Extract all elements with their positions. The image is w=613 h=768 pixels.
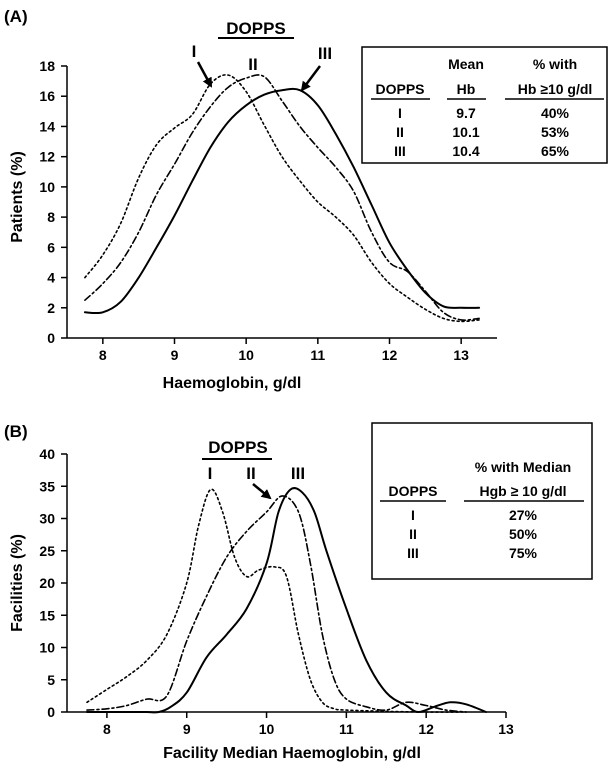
panel-a-series-3-line [83, 87, 481, 315]
panel-b-y-tick-label: 20 [39, 575, 55, 591]
panel-b: (B) DOPPS 8 9 10 11 12 13 0 5 10 15 20 25 30 35 40 I I… [4, 422, 593, 762]
panel-a-series-layer [83, 74, 481, 323]
panel-b-y-tick-label: 5 [47, 672, 55, 688]
panel-a-plot: 8 9 10 11 12 13 0 2 4 6 8 10 12 14 16 18 [39, 58, 497, 363]
panel-b-series-label-2: II [246, 464, 255, 483]
panel-a-table-cell: 9.7 [456, 105, 476, 121]
panel-a-y-tick-label: 10 [39, 179, 55, 195]
panel-a-x-tick-label: 8 [99, 347, 107, 363]
panel-b-x-axis-label: Facility Median Haemoglobin, g/dl [163, 745, 421, 762]
panel-a-table: Mean % with DOPPS Hb Hb ≥10 g/dl I 9.7 4… [361, 46, 608, 164]
panel-a-table-head-1: DOPPS [375, 81, 424, 97]
panel-a-x-axis-label: Haemoglobin, g/dl [163, 375, 302, 392]
panel-a-table-head-2: Hb [457, 81, 476, 97]
panel-a-title: DOPPS [226, 19, 286, 38]
panel-a-table-head-3: Hb ≥10 g/dl [518, 81, 593, 97]
panel-a-y-tick-label: 18 [39, 58, 55, 74]
panel-b-x-tick-label: 8 [103, 721, 111, 737]
panel-b-series-label-3: III [291, 464, 305, 483]
panel-b-x-tick-label: 13 [498, 721, 514, 737]
panel-a-y-tick-label: 8 [47, 209, 55, 225]
panel-a-label: (A) [4, 7, 28, 26]
panel-b-table: % with Median DOPPS Hgb ≥ 10 g/dl I 27% … [371, 422, 593, 580]
panel-b-table-cell: 75% [509, 545, 538, 561]
panel-b-x-tick-label: 11 [339, 721, 354, 737]
panel-a-table-head-top-2: Mean [448, 56, 484, 72]
panel-b-table-cell: III [407, 545, 419, 561]
panel-b-plot: 8 9 10 11 12 13 0 5 10 15 20 25 30 35 40 [39, 446, 514, 737]
panel-b-table-cell: 27% [509, 507, 538, 523]
panel-a-table-cell: 65% [541, 143, 570, 159]
panel-b-table-cell: I [411, 507, 415, 523]
panel-b-arrow-2 [252, 483, 272, 500]
panel-b-series-label-1: I [208, 464, 213, 483]
panel-b-series-1-line [86, 488, 467, 713]
panel-b-axes-layer: 8 9 10 11 12 13 0 5 10 15 20 25 30 35 40 [39, 446, 514, 737]
panel-a-x-tick-label: 9 [171, 347, 179, 363]
panel-b-table-head-1: DOPPS [388, 483, 437, 499]
panel-b-y-tick-label: 40 [39, 446, 55, 462]
panel-a-table-cell: 40% [541, 105, 570, 121]
panel-b-table-head-2: Hgb ≥ 10 g/dl [479, 483, 566, 499]
panel-a-table-head-top-3: % with [533, 56, 577, 72]
panel-a-series-label-3: III [318, 44, 332, 63]
panel-b-x-tick-label: 12 [418, 721, 434, 737]
panel-a-axes-layer: 8 9 10 11 12 13 0 2 4 6 8 10 12 14 16 18 [39, 58, 497, 363]
panel-b-y-tick-label: 30 [39, 511, 55, 527]
panel-a-table-cell: III [394, 143, 406, 159]
panel-b-x-tick-label: 9 [183, 721, 191, 737]
panel-b-table-head-top-2: % with Median [475, 459, 571, 475]
panel-a-table-cell: 10.4 [452, 143, 479, 159]
panel-b-y-tick-label: 10 [39, 640, 55, 656]
panel-b-table-cell: 50% [509, 526, 538, 542]
panel-a-y-tick-label: 2 [47, 300, 55, 316]
panel-b-title: DOPPS [208, 438, 268, 457]
panel-a-x-tick-label: 13 [453, 347, 469, 363]
panel-a-arrow-1 [196, 61, 213, 88]
panel-b-y-tick-label: 25 [39, 543, 55, 559]
panel-a-table-cell: 53% [541, 124, 570, 140]
panel-a-table-cell: I [398, 105, 402, 121]
panel-a-table-box [361, 46, 608, 164]
panel-a-x-tick-label: 12 [382, 347, 398, 363]
panel-a-y-tick-label: 0 [47, 330, 55, 346]
panel-b-y-tick-label: 35 [39, 478, 55, 494]
panel-a-table-cell: 10.1 [452, 124, 479, 140]
panel-a-y-tick-label: 12 [39, 149, 55, 165]
panel-a-series-label-2: II [248, 55, 257, 74]
panel-b-y-tick-label: 15 [39, 607, 55, 623]
panel-a-x-tick-label: 10 [238, 347, 254, 363]
panel-a-y-tick-label: 16 [39, 88, 55, 104]
panel-a-y-tick-label: 4 [47, 270, 55, 286]
panel-b-x-tick-label: 10 [259, 721, 275, 737]
panel-a-x-tick-label: 11 [310, 347, 325, 363]
panel-b-table-cell: II [409, 526, 417, 542]
panel-b-label: (B) [4, 422, 28, 441]
panel-a-table-cell: II [396, 124, 404, 140]
panel-a-series-label-1: I [192, 42, 197, 61]
panel-a-series-1-line [84, 74, 480, 323]
panel-b-y-axis-label: Facilities (%) [9, 534, 26, 632]
panel-b-y-tick-label: 0 [47, 704, 55, 720]
panel-a-y-tick-label: 6 [47, 239, 55, 255]
panel-a-y-axis-label: Patients (%) [9, 151, 26, 243]
panel-a-arrow-3 [300, 65, 321, 92]
panel-a-y-tick-label: 14 [39, 118, 55, 134]
panel-b-series-2-line [86, 495, 467, 713]
